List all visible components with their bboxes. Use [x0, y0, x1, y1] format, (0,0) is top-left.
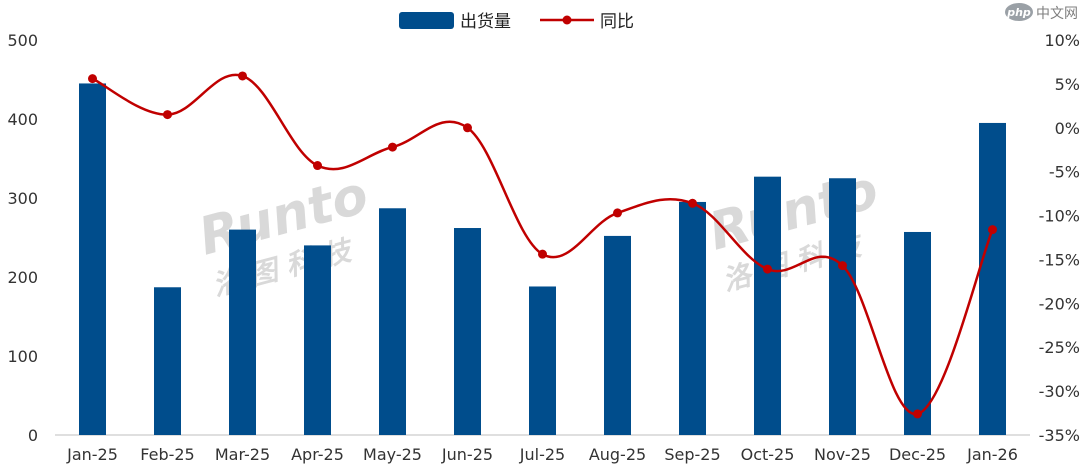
bar	[754, 176, 781, 436]
bar	[454, 228, 481, 435]
bar	[529, 286, 556, 435]
x-tick-label: Sep-25	[664, 445, 720, 464]
bar	[679, 201, 706, 435]
yoy-point	[88, 74, 97, 84]
bar	[79, 83, 106, 435]
y-right-tick-label: -5%	[1049, 163, 1080, 182]
x-tick-label: Nov-25	[814, 445, 871, 464]
php-badge-text: php	[1006, 6, 1031, 19]
bar	[304, 245, 331, 435]
yoy-point	[688, 198, 697, 208]
bar	[379, 208, 406, 435]
yoy-point	[988, 225, 997, 235]
yoy-point	[388, 142, 397, 152]
yoy-point	[463, 123, 472, 133]
yoy-point	[763, 264, 772, 274]
x-tick-label: Aug-25	[589, 445, 646, 464]
php-badge	[1005, 3, 1033, 21]
bar	[229, 229, 256, 435]
y-left-tick-label: 300	[7, 189, 38, 208]
x-tick-label: Feb-25	[140, 445, 194, 464]
bars-layer	[79, 83, 1006, 436]
bar	[979, 122, 1006, 435]
yoy-point	[538, 249, 547, 259]
y-right-tick-label: -20%	[1039, 294, 1080, 313]
yoy-point	[913, 409, 922, 419]
corner-watermark: php 中文网	[1005, 3, 1078, 22]
yoy-point	[238, 71, 247, 81]
x-tick-label: Jun-25	[441, 445, 493, 464]
y-left-tick-label: 100	[7, 347, 38, 366]
y-right-tick-label: -30%	[1039, 382, 1080, 401]
y-right-tick-label: -35%	[1039, 426, 1080, 445]
x-tick-label: Dec-25	[889, 445, 946, 464]
y-left-tick-label: 0	[28, 426, 38, 445]
x-tick-label: Jan-26	[966, 445, 1018, 464]
bar	[154, 287, 181, 435]
legend-bar-label: 出货量	[460, 12, 511, 32]
legend-line-label: 同比	[600, 12, 634, 32]
legend-bar-swatch	[399, 12, 454, 29]
yoy-point	[163, 110, 172, 120]
legend-line-marker	[562, 15, 572, 25]
bar	[604, 235, 631, 435]
x-tick-label: Apr-25	[291, 445, 344, 464]
y-right-tick-label: -15%	[1039, 250, 1080, 269]
y-left-tick-label: 200	[7, 268, 38, 287]
x-tick-label: May-25	[363, 445, 422, 464]
yoy-line	[91, 73, 994, 416]
y-right-tick-label: 0%	[1055, 119, 1080, 138]
line-layer	[88, 71, 997, 419]
bar	[829, 178, 856, 435]
y-right-tick-label: -25%	[1039, 338, 1080, 357]
x-tick-label: Mar-25	[215, 445, 270, 464]
legend: 出货量 同比	[399, 12, 634, 32]
corner-site-text: 中文网	[1036, 6, 1078, 22]
bar	[904, 231, 931, 435]
y-right-tick-label: -10%	[1039, 207, 1080, 226]
y-left-tick-label: 500	[7, 31, 38, 50]
y-left-tick-label: 400	[7, 110, 38, 129]
x-tick-label: Oct-25	[741, 445, 795, 464]
x-tick-label: Jul-25	[519, 445, 565, 464]
x-tick-label: Jan-25	[66, 445, 118, 464]
y-right-tick-label: 5%	[1055, 75, 1080, 94]
yoy-point	[838, 261, 847, 271]
yoy-point	[613, 208, 622, 218]
y-right-tick-label: 10%	[1044, 31, 1080, 50]
yoy-point	[313, 161, 322, 171]
